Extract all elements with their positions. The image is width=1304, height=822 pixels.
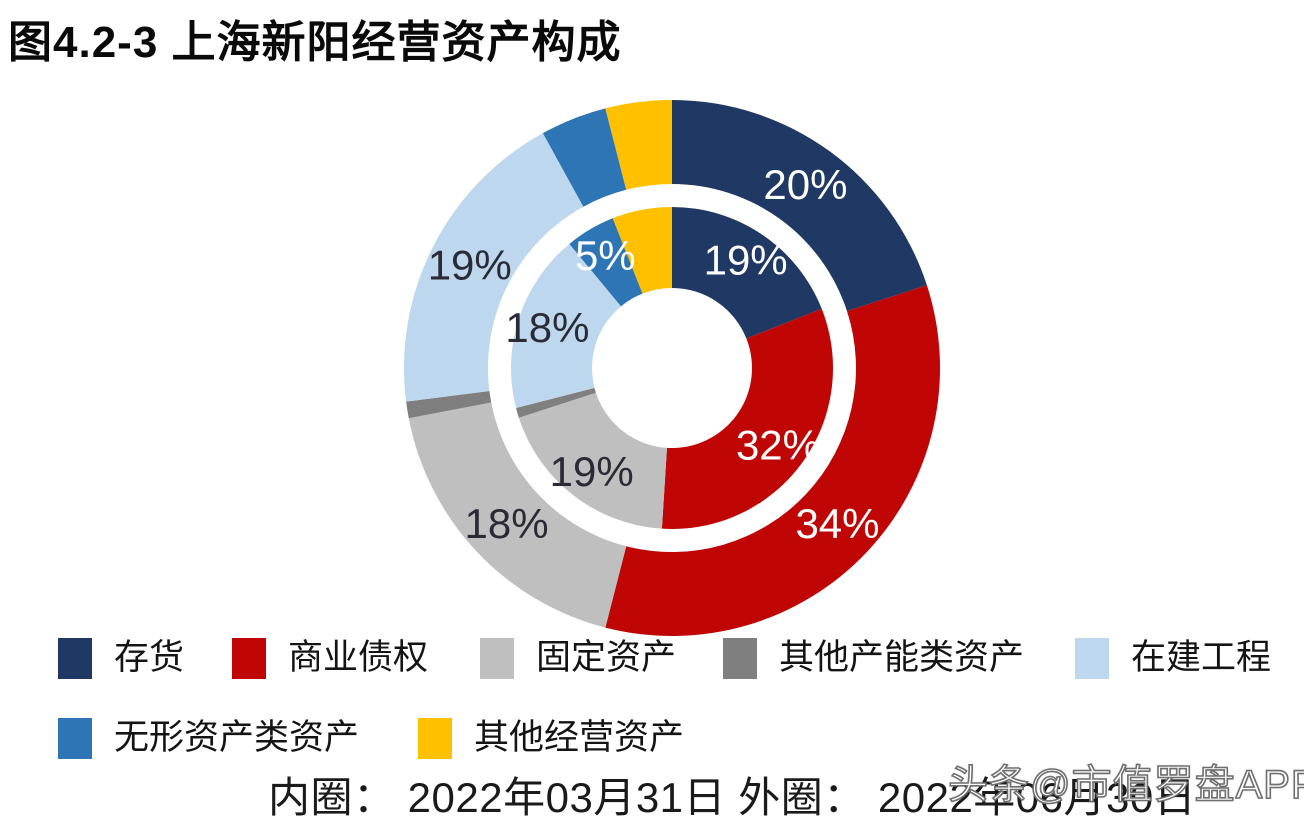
legend-label-inventory: 存货 xyxy=(114,638,185,677)
legend-item-trade-receivables: 商业债权 xyxy=(232,637,428,679)
inner-slice-construction-in-progress xyxy=(510,243,622,409)
inner-slice-intangible-assets xyxy=(569,218,643,307)
inner-label-construction-in-progress: 18% xyxy=(505,304,589,351)
inner-slice-other-capacity-assets xyxy=(516,387,596,418)
inner-slice-other-operating-assets xyxy=(612,207,672,294)
outer-label-trade-receivables: 34% xyxy=(795,500,879,547)
legend-swatch-other-capacity-assets xyxy=(723,637,757,679)
ring-date-caption: 内圈： 2022年03月31日 外圈： 2022年06月30日 xyxy=(268,774,1197,821)
outer-slice-trade-receivables xyxy=(605,285,940,636)
inner-label-trade-receivables: 32% xyxy=(736,422,820,469)
page-title: 图4.2-3 上海新阳经营资产构成 xyxy=(8,18,622,67)
outer-slice-fixed-assets xyxy=(408,402,627,628)
legend-item-intangible-assets: 无形资产类资产 xyxy=(58,717,359,759)
outer-slice-inventory xyxy=(672,100,927,312)
legend-swatch-intangible-assets xyxy=(58,717,92,759)
legend-swatch-fixed-assets xyxy=(480,637,514,679)
outer-label-fixed-assets: 18% xyxy=(464,500,548,547)
inner-label-fixed-assets: 19% xyxy=(550,448,634,495)
outer-slice-construction-in-progress xyxy=(404,133,584,402)
legend-label-fixed-assets: 固定资产 xyxy=(536,638,677,677)
legend-item-other-capacity-assets: 其他产能类资产 xyxy=(723,637,1024,679)
inner-label-inventory: 19% xyxy=(704,236,788,283)
legend-label-other-operating-assets: 其他经营资产 xyxy=(474,718,685,757)
legend-item-fixed-assets: 固定资产 xyxy=(480,637,676,679)
outer-slice-other-operating-assets xyxy=(605,100,672,190)
outer-slice-intangible-assets xyxy=(542,108,627,207)
outer-label-inventory: 20% xyxy=(763,161,847,208)
inner-slice-trade-receivables xyxy=(661,308,833,529)
inner-slice-inventory xyxy=(672,207,822,339)
outer-label-construction-in-progress: 19% xyxy=(428,242,512,289)
legend-swatch-inventory xyxy=(58,637,92,679)
outer-slice-other-capacity-assets xyxy=(406,391,492,419)
legend-item-other-operating-assets: 其他经营资产 xyxy=(418,717,684,759)
legend-label-trade-receivables: 商业债权 xyxy=(288,638,429,677)
legend-swatch-other-operating-assets xyxy=(418,717,452,759)
legend-swatch-trade-receivables xyxy=(232,637,266,679)
legend-item-construction-in-progress: 在建工程 xyxy=(1075,637,1271,679)
legend-item-inventory: 存货 xyxy=(58,637,184,679)
inner-label-intangible-assets: 5% xyxy=(575,232,636,279)
legend-label-intangible-assets: 无形资产类资产 xyxy=(114,718,360,757)
watermark: 头条@市值罗盘APP xyxy=(947,762,1304,808)
inner-slice-fixed-assets xyxy=(518,392,667,529)
legend-swatch-construction-in-progress xyxy=(1075,637,1109,679)
legend-label-construction-in-progress: 在建工程 xyxy=(1131,638,1272,677)
legend-label-other-capacity-assets: 其他产能类资产 xyxy=(779,638,1025,677)
